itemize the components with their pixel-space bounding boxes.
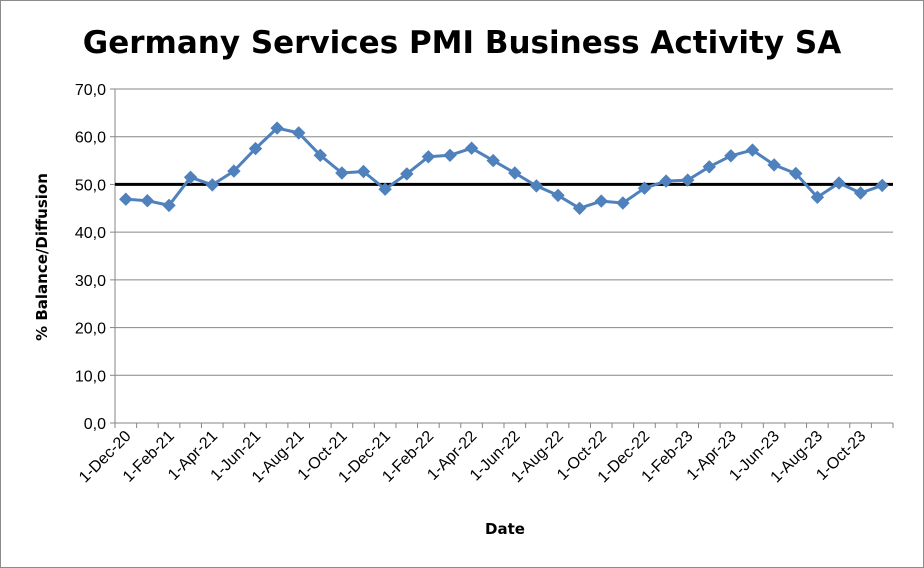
data-point-marker [594, 194, 609, 208]
data-point-marker [853, 186, 868, 200]
data-point-marker [616, 196, 630, 210]
data-point-marker [659, 174, 673, 188]
data-point-marker [464, 141, 479, 155]
gridlines [114, 88, 893, 424]
series-line [125, 126, 883, 210]
data-point-marker [875, 178, 889, 193]
data-point-marker [551, 188, 565, 203]
data-point-marker [486, 153, 500, 168]
data-point-marker [767, 158, 781, 172]
data-point-marker [400, 167, 414, 181]
data-point-marker [421, 150, 436, 164]
data-point-marker [205, 178, 220, 192]
data-point-marker [356, 164, 371, 179]
data-point-marker [508, 166, 522, 180]
x-axis-label: Date [485, 520, 525, 538]
data-point-marker [291, 126, 306, 140]
y-tick-label: 40,0 [75, 225, 106, 242]
x-axis-ticks: 1-Dec-201-Feb-211-Apr-211-Jun-211-Aug-21… [76, 423, 894, 486]
data-point-marker [313, 148, 328, 163]
series-layer [119, 121, 889, 216]
y-tick-label: 30,0 [75, 273, 106, 290]
data-point-marker [248, 141, 263, 156]
y-axis-label: % Balance/Diffusion [33, 173, 51, 341]
y-tick-label: 50,0 [75, 177, 106, 194]
chart-title: Germany Services PMI Business Activity S… [83, 25, 841, 61]
data-point-marker [637, 181, 652, 195]
data-point-marker [227, 164, 241, 178]
y-tick-label: 0,0 [84, 416, 106, 433]
data-point-marker [335, 166, 349, 180]
data-point-marker [789, 166, 803, 181]
data-point-marker [745, 143, 760, 157]
data-point-marker [140, 193, 155, 208]
data-point-marker [119, 192, 133, 206]
y-tick-label: 60,0 [75, 130, 106, 147]
data-point-marker [572, 201, 587, 216]
data-point-marker [378, 182, 392, 196]
y-tick-label: 70,0 [75, 82, 106, 99]
data-point-marker [680, 173, 695, 187]
data-point-marker [702, 160, 717, 174]
data-point-marker [529, 179, 544, 193]
y-tick-label: 20,0 [75, 321, 106, 338]
y-tick-label: 10,0 [75, 368, 106, 385]
data-point-marker [832, 176, 846, 190]
data-point-marker [183, 170, 198, 185]
data-point-marker [270, 121, 284, 135]
data-point-marker [443, 148, 457, 163]
data-point-marker [810, 190, 825, 205]
y-axis-ticks: 0,0 10,0 20,0 30,0 40,0 50,0 60,0 70,0 [75, 82, 115, 433]
data-point-marker [162, 198, 176, 213]
data-point-marker [724, 149, 738, 163]
